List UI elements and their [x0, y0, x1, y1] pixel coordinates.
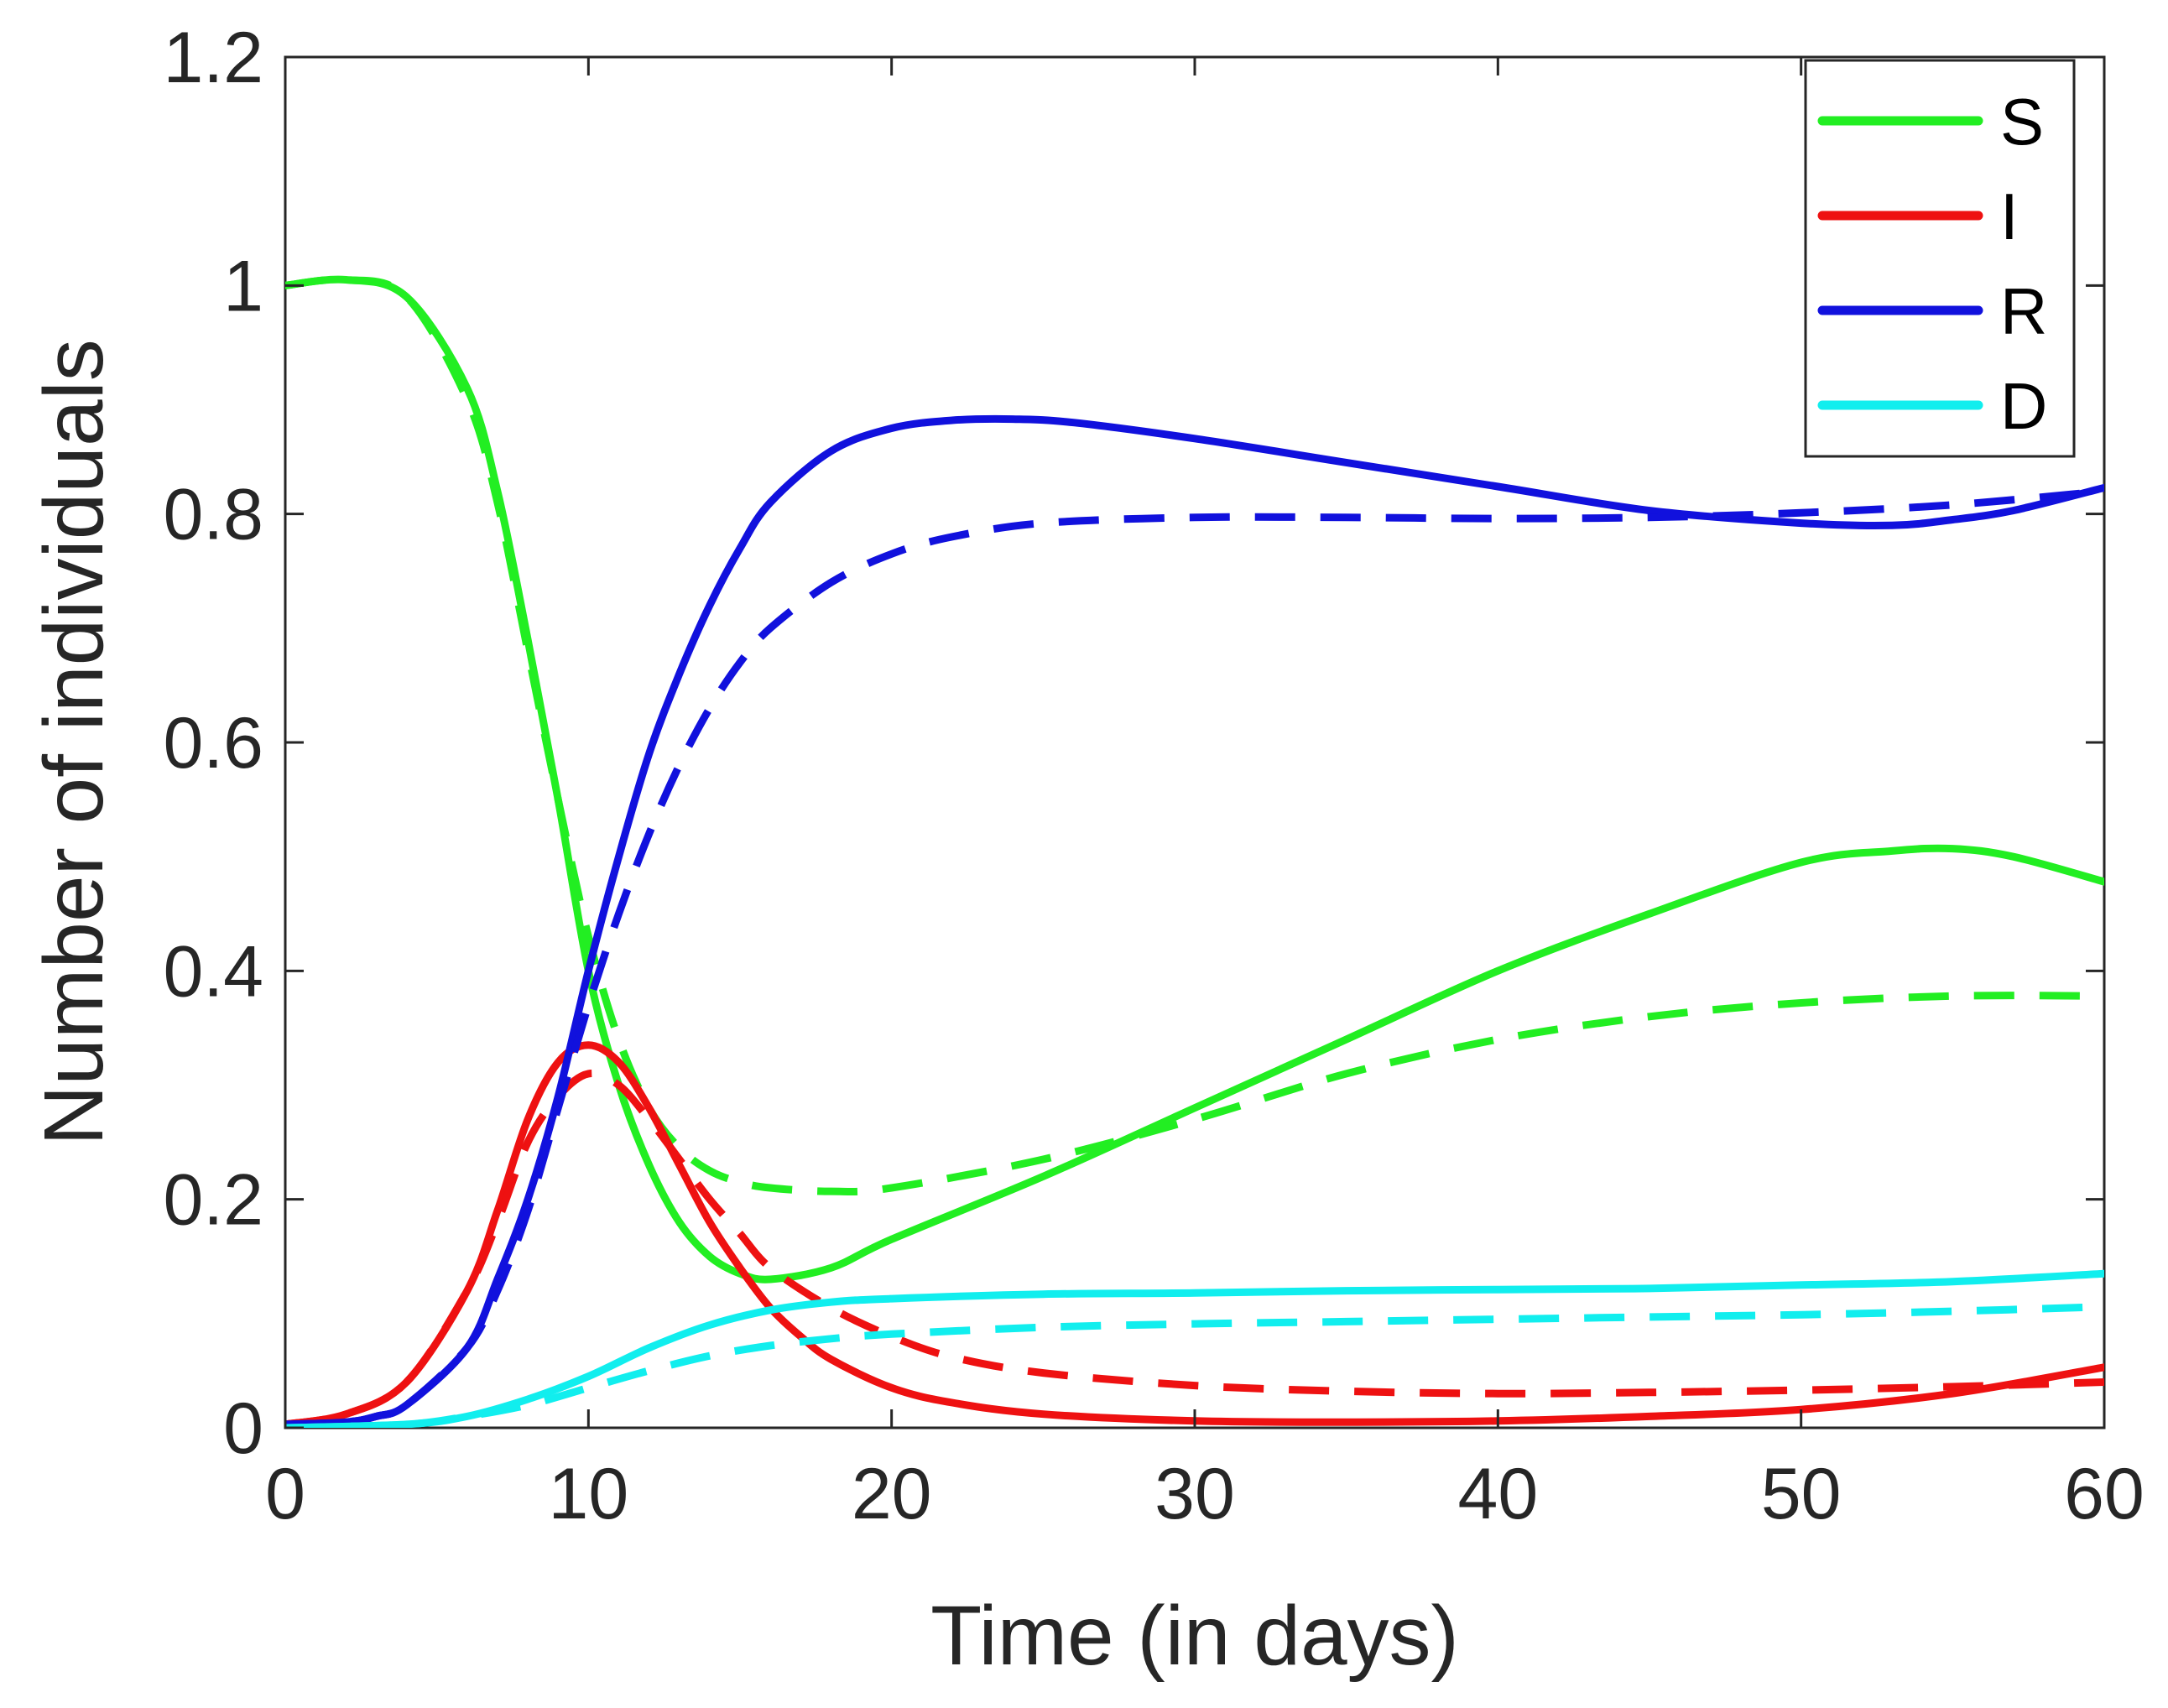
x-tick-label: 30 [1154, 1454, 1235, 1534]
x-tick-label: 50 [1761, 1454, 1842, 1534]
x-axis-label: Time (in days) [930, 1589, 1459, 1683]
x-tick-label: 60 [2064, 1454, 2145, 1534]
y-tick-label: 0.6 [163, 703, 263, 784]
y-tick-label: 1 [223, 246, 263, 326]
tick-layer: 0 10 20 30 40 50 60 0 0.2 0.4 0.6 0.8 1 1.2 [163, 18, 2144, 1534]
series-line-r [285, 414, 2104, 1428]
y-tick-label: 0 [223, 1388, 263, 1469]
y-tick-label: 0.4 [163, 931, 263, 1012]
series-line-i-dashed [285, 1069, 2104, 1428]
series-line-r-dashed [285, 487, 2104, 1428]
y-tick-label: 0.8 [163, 475, 263, 555]
series-layer [285, 275, 2104, 1428]
series-line-i [285, 1041, 2104, 1428]
x-tick-label: 20 [852, 1454, 932, 1534]
series-line-d-dashed [285, 1303, 2104, 1428]
y-tick-label: 0.2 [163, 1160, 263, 1241]
series-line-s-dashed [285, 275, 2104, 1195]
legend-box [1804, 59, 2076, 458]
y-axis-label: Number of individuals [27, 339, 121, 1146]
x-tick-label: 10 [548, 1454, 628, 1534]
legend-label-d: D [2000, 369, 2047, 443]
series-line-d [285, 1269, 2104, 1428]
y-tick-label: 1.2 [163, 18, 263, 98]
x-tick-label: 0 [265, 1454, 305, 1534]
x-tick-label: 40 [1457, 1454, 1538, 1534]
legend-label-r: R [2000, 274, 2047, 348]
legend-label-s: S [2000, 85, 2044, 159]
legend-label-i: I [2000, 180, 2019, 253]
